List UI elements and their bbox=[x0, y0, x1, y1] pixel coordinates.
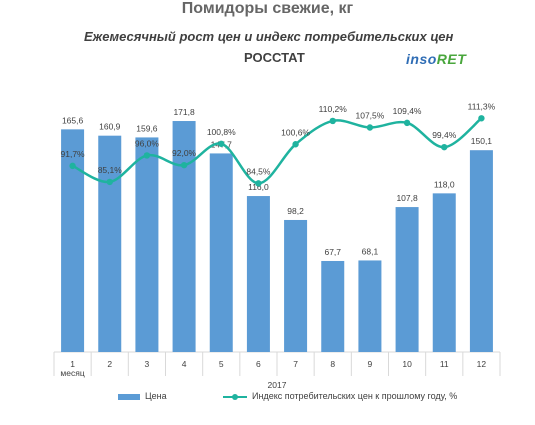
legend-swatch-bars bbox=[118, 393, 140, 400]
bar-8 bbox=[321, 260, 345, 352]
index-value-label: 111,3% bbox=[468, 101, 496, 111]
bar-5 bbox=[209, 153, 233, 352]
bar-value-label: 116,0 bbox=[248, 182, 269, 192]
x-tick-label: 6 bbox=[256, 359, 261, 369]
legend-label-line: Индекс потребительских цен к прошлому го… bbox=[252, 391, 458, 401]
logo-part-inso: inso bbox=[406, 51, 437, 67]
index-series-line bbox=[72, 117, 483, 185]
index-value-label: 96,0% bbox=[135, 138, 160, 148]
bar-7 bbox=[284, 219, 308, 352]
legend-swatch-line bbox=[223, 393, 247, 400]
bar-value-label: 159,6 bbox=[136, 123, 158, 133]
chart-subtitle: Ежемесячный рост цен и индекс потребител… bbox=[84, 29, 454, 44]
index-value-label: 110,2% bbox=[319, 104, 348, 114]
bar-4 bbox=[172, 121, 196, 352]
bar-value-label: 160,9 bbox=[99, 122, 121, 132]
logo-part-ret: RET bbox=[436, 51, 467, 67]
x-tick-label: 2 bbox=[107, 359, 112, 369]
x-tick-label: 8 bbox=[330, 359, 335, 369]
index-point-5 bbox=[218, 140, 225, 147]
x-tick-label: 5 bbox=[219, 359, 224, 369]
index-point-6 bbox=[255, 180, 262, 187]
index-value-label: 109,4% bbox=[393, 106, 422, 116]
x-tick-label: 4 bbox=[182, 359, 187, 369]
index-value-label: 99,4% bbox=[432, 130, 457, 140]
x-axis-title: 2017 bbox=[268, 380, 287, 390]
index-value-label: 107,5% bbox=[355, 111, 384, 121]
bar-value-label: 107,8 bbox=[396, 193, 418, 203]
bar-value-label: 118,0 bbox=[434, 179, 455, 189]
index-point-7 bbox=[292, 141, 299, 148]
bar-12 bbox=[469, 150, 493, 352]
legend-item-line: Индекс потребительских цен к прошлому го… bbox=[223, 389, 457, 403]
index-point-3 bbox=[143, 152, 151, 159]
index-point-1 bbox=[69, 162, 76, 170]
index-point-9 bbox=[366, 124, 374, 131]
index-value-label: 92,0% bbox=[172, 148, 197, 158]
index-value-label: 100,6% bbox=[281, 127, 310, 137]
bar-3 bbox=[135, 137, 159, 352]
bar-value-label: 171,8 bbox=[173, 107, 195, 117]
index-value-label: 91,7% bbox=[61, 149, 86, 159]
bar-value-label: 98,2 bbox=[287, 206, 304, 216]
bar-2 bbox=[98, 135, 122, 352]
index-value-label: 85,1% bbox=[98, 165, 123, 175]
legend-label-bars: Цена bbox=[145, 391, 167, 401]
x-tick-label: 1 bbox=[70, 359, 75, 369]
index-point-11 bbox=[441, 143, 448, 151]
bar-10 bbox=[395, 207, 419, 352]
chart-title: Помидоры свежие, кг bbox=[181, 0, 354, 17]
bar-9 bbox=[358, 260, 382, 352]
bar-value-label: 68,1 bbox=[362, 246, 379, 256]
x-tick-label: 9 bbox=[368, 359, 373, 369]
index-value-label: 100,8% bbox=[207, 127, 236, 137]
bar-value-label: 150,1 bbox=[471, 136, 493, 146]
index-value-label: 84,5% bbox=[246, 166, 271, 176]
index-point-2 bbox=[106, 178, 113, 186]
x-tick-label: 7 bbox=[293, 359, 298, 369]
index-point-12 bbox=[478, 115, 485, 122]
source-label: РОССТАТ bbox=[244, 50, 305, 65]
index-point-4 bbox=[180, 161, 188, 169]
bar-6 bbox=[246, 196, 270, 352]
index-point-8 bbox=[329, 117, 336, 125]
x-tick-label: 11 bbox=[440, 359, 449, 369]
bar-1 bbox=[61, 129, 85, 352]
bar-11 bbox=[432, 193, 456, 352]
bar-value-label: 67,7 bbox=[324, 247, 341, 257]
x-tick-label: 10 bbox=[402, 359, 412, 369]
insoret-logo: insoRET bbox=[406, 51, 466, 67]
x-tick-label: 12 bbox=[477, 359, 487, 369]
legend-item-bars: Цена bbox=[118, 389, 167, 403]
index-point-10 bbox=[403, 119, 411, 127]
x-tick-label: 3 bbox=[145, 359, 150, 369]
x-tick-unit-label: месяц bbox=[60, 368, 84, 378]
bar-value-label: 165,6 bbox=[62, 115, 84, 125]
